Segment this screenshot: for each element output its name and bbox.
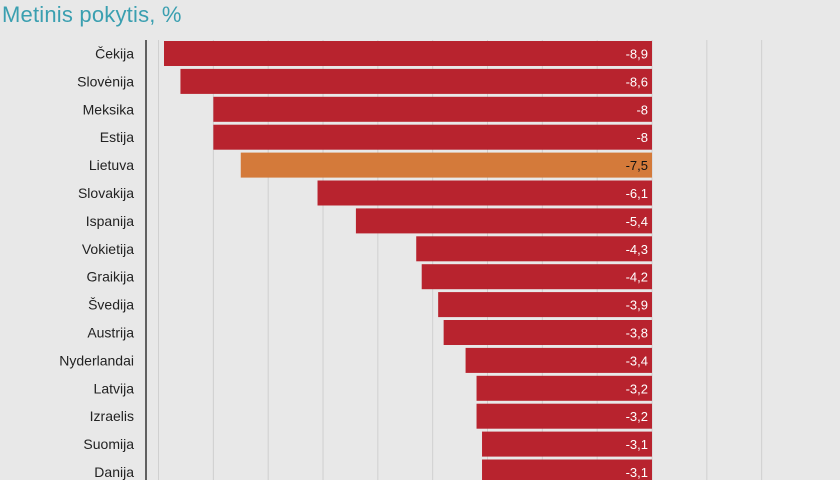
category-label: Lietuva (89, 157, 134, 173)
bar (355, 208, 652, 234)
chart-title: Metinis pokytis, % (2, 2, 182, 27)
bar (317, 180, 652, 206)
category-label: Nyderlandai (59, 352, 134, 368)
bar (180, 68, 652, 94)
bar (213, 124, 652, 150)
data-label: -5,4 (626, 214, 648, 229)
data-label: -7,5 (626, 158, 648, 173)
data-label: -4,3 (626, 242, 648, 257)
data-label: -8,9 (626, 47, 648, 62)
data-label: -3,1 (626, 437, 648, 452)
category-label: Ispanija (86, 213, 134, 229)
data-label: -3,4 (626, 353, 648, 368)
category-label: Graikija (87, 269, 135, 285)
bar (240, 152, 652, 178)
data-label: -8 (636, 102, 648, 117)
bar (438, 292, 652, 318)
data-label: -3,2 (626, 409, 648, 424)
category-label: Danija (94, 464, 134, 480)
category-label: Čekija (95, 46, 134, 62)
category-label: Slovėnija (77, 73, 134, 89)
category-label: Meksika (83, 101, 135, 117)
category-label: Estija (100, 129, 134, 145)
category-label: Slovakija (78, 185, 134, 201)
bar (476, 375, 652, 401)
category-label: Austrija (87, 325, 134, 341)
data-label: -3,9 (626, 298, 648, 313)
bar (443, 320, 652, 345)
data-label: -8,6 (626, 74, 648, 89)
data-label: -3,2 (626, 381, 648, 396)
bar (421, 264, 652, 290)
category-label: Vokietija (82, 241, 134, 257)
bar (482, 431, 652, 457)
bar (416, 236, 652, 262)
category-label: Izraelis (90, 408, 134, 424)
data-label: -3,8 (626, 326, 648, 341)
bar (476, 403, 652, 429)
data-label: -8 (636, 130, 648, 145)
bar (164, 41, 652, 66)
bar (465, 347, 652, 373)
data-label: -4,2 (626, 270, 648, 285)
bar (482, 459, 652, 480)
category-label: Suomija (83, 436, 134, 452)
data-label: -3,1 (626, 465, 648, 480)
bar (213, 96, 652, 122)
data-label: -6,1 (626, 186, 648, 201)
category-label: Latvija (94, 380, 135, 396)
category-label: Švedija (88, 297, 134, 313)
